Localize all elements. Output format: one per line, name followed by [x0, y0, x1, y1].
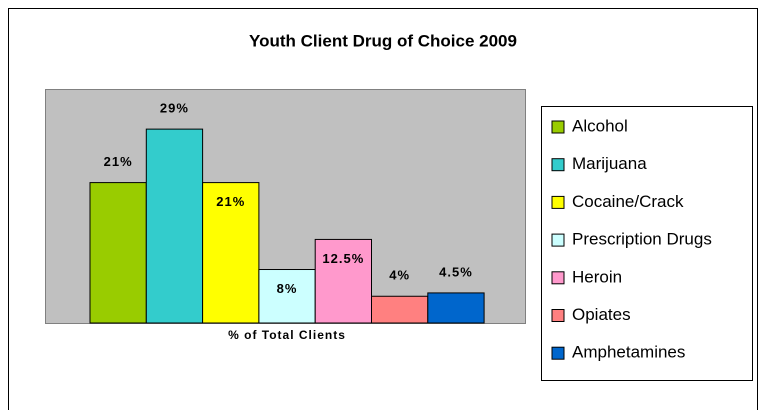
legend-swatch [551, 346, 565, 360]
bar [145, 128, 204, 324]
legend-label: Alcohol [572, 116, 628, 135]
data-label: 4% [389, 268, 410, 283]
bar [89, 182, 147, 324]
bar [427, 292, 485, 324]
legend-label: Marijuana [572, 154, 647, 173]
legend-label: Heroin [572, 267, 622, 286]
bar [371, 295, 429, 324]
data-label: 21% [216, 194, 245, 209]
bar [314, 238, 373, 324]
data-label: 29% [160, 101, 189, 116]
legend-label: Amphetamines [572, 343, 685, 362]
bar [202, 182, 260, 324]
legend [541, 106, 753, 381]
bar [258, 269, 316, 324]
legend-swatch [551, 158, 565, 172]
legend-label: Prescription Drugs [572, 230, 712, 249]
data-label: 8% [277, 281, 298, 296]
data-label: 4.5% [439, 264, 473, 279]
legend-label: Cocaine/Crack [572, 192, 684, 211]
legend-swatch [551, 120, 565, 134]
x-tick-label: % of Total Clients [228, 328, 346, 342]
legend-label: Opiates [572, 305, 631, 324]
legend-swatch [551, 309, 565, 322]
legend-swatch [551, 233, 565, 247]
legend-swatch [551, 271, 565, 285]
data-label: 21% [104, 154, 133, 169]
chart-title: Youth Client Drug of Choice 2009 [249, 31, 517, 50]
data-label: 12.5% [322, 251, 364, 266]
legend-swatch [551, 195, 565, 209]
